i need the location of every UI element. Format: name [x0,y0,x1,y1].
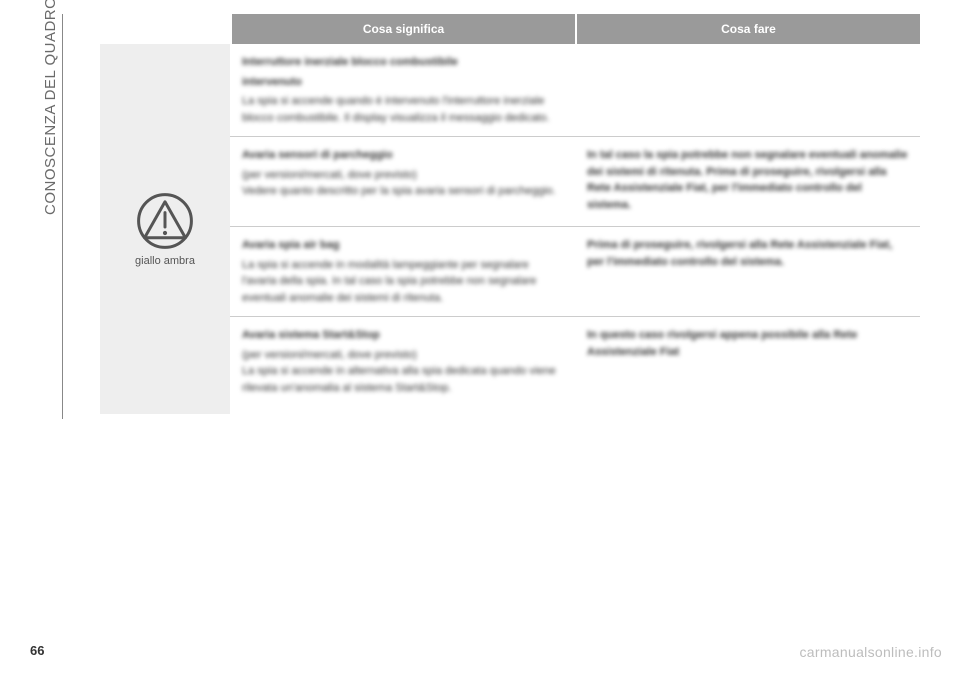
sidebar-section-title: CONOSCENZA DEL QUADRO STRUMENTI [42,0,59,215]
watermark: carmanualsonline.info [800,644,943,660]
row-body: La spia si accende quando è intervenuto … [242,95,550,124]
cell-action [575,44,920,136]
cell-action: In questo caso rivolgersi appena possibi… [575,317,920,406]
row-action-text: Prima di proseguire, rivolgersi alla Ret… [587,237,908,270]
row-body: Vedere quanto descritto per la spia avar… [242,185,556,197]
cell-meaning: Avaria sistema Start&Stop (per versioni/… [230,317,575,406]
table-row: Avaria spia air bag La spia si accende i… [230,227,920,317]
row-body: La spia si accende in modalità lampeggia… [242,259,536,304]
header-col-meaning: Cosa significa [230,14,575,44]
cell-meaning: Interruttore inerziale blocco combustibi… [230,44,575,136]
cell-meaning: Avaria spia air bag La spia si accende i… [230,227,575,316]
cell-action: In tal caso la spia potrebbe non segnala… [575,137,920,226]
table-row: Avaria sistema Start&Stop (per versioni/… [230,317,920,406]
row-title: Interruttore inerziale blocco combustibi… [242,54,563,71]
cell-meaning: Avaria sensori di parcheggio (per versio… [230,137,575,226]
warning-icon-column: giallo ambra [100,44,230,414]
row-body: La spia si accende in alternativa alla s… [242,365,556,394]
icon-color-label: giallo ambra [135,255,195,267]
cell-action: Prima di proseguire, rivolgersi alla Ret… [575,227,920,316]
header-col-action: Cosa fare [575,14,920,44]
content-area: Cosa significa Cosa fare giallo ambra In… [100,14,920,414]
row-subtitle: (per versioni/mercati, dove previsto) [242,349,417,361]
row-subtitle: intervenuto [242,74,563,91]
row-title: Avaria sensori di parcheggio [242,147,563,164]
table-row: Interruttore inerziale blocco combustibi… [230,44,920,137]
warning-triangle-icon [135,191,195,251]
page-number: 66 [30,643,44,658]
vertical-divider [62,14,63,419]
table-row: Avaria sensori di parcheggio (per versio… [230,137,920,227]
row-title: Avaria sistema Start&Stop [242,327,563,344]
row-title: Avaria spia air bag [242,237,563,254]
rows-column: Interruttore inerziale blocco combustibi… [230,44,920,414]
row-action-text: In tal caso la spia potrebbe non segnala… [587,147,908,213]
table-body: giallo ambra Interruttore inerziale bloc… [100,44,920,414]
table-header-row: Cosa significa Cosa fare [100,14,920,44]
header-spacer [100,14,230,44]
row-action-text: In questo caso rivolgersi appena possibi… [587,327,908,360]
row-subtitle: (per versioni/mercati, dove previsto) [242,169,417,181]
